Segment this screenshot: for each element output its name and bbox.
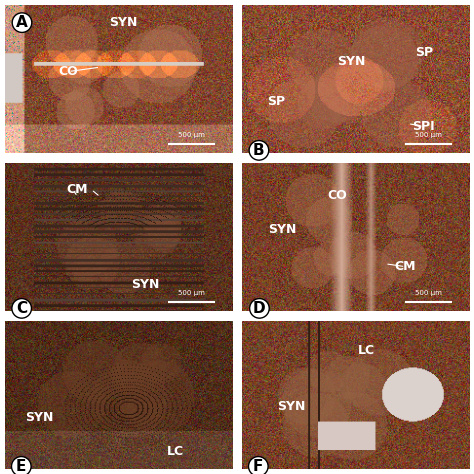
Text: D: D [253, 301, 266, 316]
Text: SPI: SPI [412, 120, 435, 133]
Text: CM: CM [395, 260, 416, 273]
Text: SP: SP [267, 95, 285, 108]
Text: 500 μm: 500 μm [415, 291, 442, 296]
Text: SYN: SYN [337, 55, 365, 68]
Text: SYN: SYN [109, 16, 137, 29]
Text: CO: CO [59, 65, 78, 78]
Text: E: E [16, 459, 27, 474]
Text: 500 μm: 500 μm [178, 132, 205, 138]
Text: A: A [16, 15, 28, 30]
Text: B: B [253, 143, 265, 158]
Text: SP: SP [415, 46, 433, 59]
Text: 500 μm: 500 μm [415, 132, 442, 138]
Text: CO: CO [328, 189, 347, 202]
Text: C: C [16, 301, 27, 316]
Text: SYN: SYN [278, 401, 306, 413]
Text: LC: LC [358, 344, 375, 357]
Text: F: F [253, 459, 264, 474]
Text: SYN: SYN [25, 411, 53, 424]
Text: 500 μm: 500 μm [178, 291, 205, 296]
Text: CM: CM [67, 183, 88, 196]
Text: LC: LC [167, 445, 184, 458]
Text: SYN: SYN [132, 278, 160, 291]
Text: SYN: SYN [268, 223, 297, 236]
